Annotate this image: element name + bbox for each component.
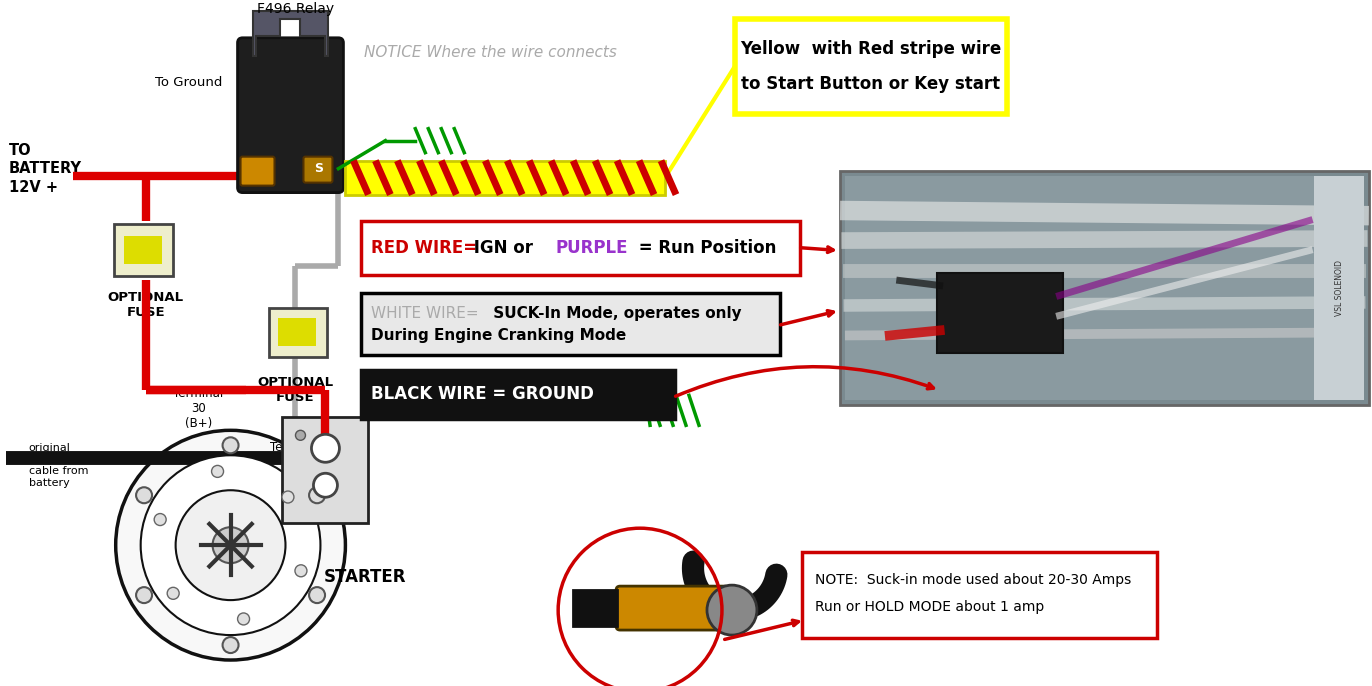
- Text: SUCK-In Mode, operates only: SUCK-In Mode, operates only: [488, 306, 742, 321]
- FancyBboxPatch shape: [237, 38, 343, 193]
- Circle shape: [295, 430, 306, 440]
- Bar: [279, 318, 317, 346]
- Text: Yellow  with Red stripe wire: Yellow with Red stripe wire: [740, 40, 1002, 58]
- FancyBboxPatch shape: [283, 417, 369, 523]
- Text: RED WIRE=: RED WIRE=: [372, 239, 477, 257]
- Text: OPTIONAL
FUSE: OPTIONAL FUSE: [107, 292, 184, 320]
- FancyBboxPatch shape: [240, 156, 274, 186]
- Bar: [346, 161, 665, 195]
- Circle shape: [222, 437, 239, 453]
- FancyBboxPatch shape: [735, 19, 1007, 114]
- Circle shape: [309, 587, 325, 603]
- Text: Run or HOLD MODE about 1 amp: Run or HOLD MODE about 1 amp: [815, 600, 1044, 614]
- Text: WHITE WIRE=: WHITE WIRE=: [372, 306, 479, 321]
- Text: BLACK WIRE = GROUND: BLACK WIRE = GROUND: [372, 386, 594, 403]
- Circle shape: [295, 565, 307, 577]
- Circle shape: [141, 456, 321, 635]
- Circle shape: [136, 487, 152, 504]
- Text: OPTIONAL
FUSE: OPTIONAL FUSE: [258, 377, 333, 404]
- Circle shape: [167, 587, 180, 600]
- Circle shape: [176, 490, 285, 600]
- FancyBboxPatch shape: [801, 552, 1158, 638]
- FancyBboxPatch shape: [269, 309, 328, 357]
- Circle shape: [115, 430, 346, 660]
- Polygon shape: [252, 11, 328, 56]
- Text: S: S: [314, 162, 322, 175]
- Text: VSL SOLENOID: VSL SOLENOID: [1335, 260, 1343, 316]
- FancyBboxPatch shape: [303, 156, 332, 182]
- FancyBboxPatch shape: [114, 224, 173, 276]
- Circle shape: [136, 587, 152, 603]
- Text: NOTE:  Suck-in mode used about 20-30 Amps: NOTE: Suck-in mode used about 20-30 Amps: [815, 573, 1131, 587]
- Text: STARTER: STARTER: [324, 568, 406, 586]
- FancyBboxPatch shape: [361, 370, 675, 419]
- Text: PURPLE: PURPLE: [556, 239, 627, 257]
- Text: F496 Relay: F496 Relay: [257, 2, 333, 16]
- Text: To Ground: To Ground: [155, 76, 222, 89]
- Text: = Run Position: = Run Position: [632, 239, 777, 257]
- Text: TO
BATTERY
12V +: TO BATTERY 12V +: [8, 143, 82, 195]
- Circle shape: [309, 487, 325, 504]
- FancyBboxPatch shape: [845, 176, 1364, 401]
- Text: IGN or: IGN or: [468, 239, 539, 257]
- FancyBboxPatch shape: [616, 586, 729, 630]
- Text: Terminal
50
(S): Terminal 50 (S): [270, 441, 321, 484]
- Text: to Start Button or Key start: to Start Button or Key start: [741, 75, 1000, 93]
- Circle shape: [222, 637, 239, 653]
- FancyBboxPatch shape: [361, 221, 800, 274]
- FancyBboxPatch shape: [840, 171, 1369, 405]
- FancyBboxPatch shape: [937, 272, 1062, 353]
- FancyBboxPatch shape: [361, 294, 779, 355]
- Circle shape: [707, 585, 757, 635]
- Circle shape: [154, 514, 166, 525]
- Circle shape: [211, 465, 224, 477]
- Text: original
12V
cable from
battery: original 12V cable from battery: [29, 443, 88, 488]
- FancyBboxPatch shape: [573, 590, 617, 626]
- Circle shape: [213, 528, 248, 563]
- Circle shape: [313, 473, 338, 497]
- Text: Terminal
30
(B+): Terminal 30 (B+): [173, 387, 224, 430]
- Circle shape: [311, 434, 339, 462]
- Text: During Engine Cranking Mode: During Engine Cranking Mode: [372, 328, 627, 343]
- Bar: [123, 235, 162, 263]
- Circle shape: [283, 491, 294, 503]
- Circle shape: [237, 613, 250, 625]
- FancyBboxPatch shape: [1314, 176, 1364, 401]
- Text: NOTICE Where the wire connects: NOTICE Where the wire connects: [364, 45, 616, 60]
